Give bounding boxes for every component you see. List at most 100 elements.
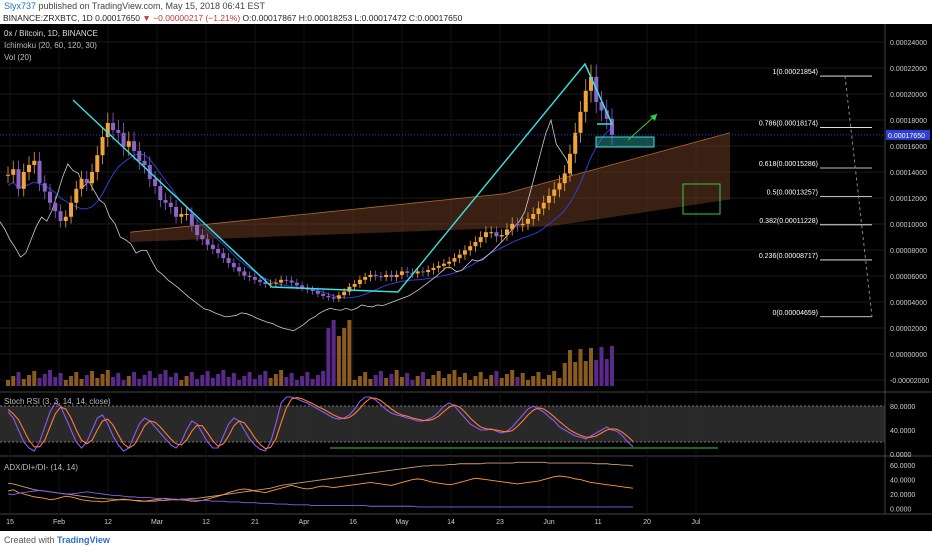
volume-bar — [132, 372, 137, 386]
volume-bar — [357, 376, 362, 386]
candle-body — [378, 276, 383, 278]
adx-line-0 — [7, 461, 634, 502]
candle-body — [279, 279, 284, 283]
volume-bar — [179, 380, 184, 386]
volume-bar — [100, 374, 105, 386]
candle-body — [63, 216, 68, 221]
chikou-line — [0, 118, 573, 332]
volume-bar — [541, 379, 546, 386]
volume-bar — [452, 370, 457, 386]
volume-bar — [536, 372, 541, 386]
volume-bar — [468, 380, 473, 386]
volume-bar — [394, 370, 399, 386]
volume-bar — [300, 376, 305, 386]
volume-bar — [174, 373, 179, 386]
volume-bar — [473, 376, 478, 386]
volume-bar — [378, 371, 383, 386]
volume-bar — [604, 359, 609, 386]
price-tick: 0.00024000 — [890, 40, 927, 47]
volume-bar — [583, 361, 588, 386]
price-tick: 0.00000000 — [890, 352, 927, 359]
legend: 0x / Bitcoin, 1D, BINANCE Ichimoku (20, … — [4, 29, 111, 472]
volume-bar — [373, 375, 378, 386]
volume-bar — [258, 375, 263, 386]
volume-bar — [163, 370, 168, 386]
candle-body — [53, 202, 58, 212]
fib-label: 0.382(0.00011228) — [759, 218, 818, 225]
candle-body — [69, 202, 74, 217]
ichimoku-cloud — [129, 132, 731, 242]
volume-bar — [399, 377, 404, 386]
candle-body — [289, 280, 294, 283]
volume-bar — [16, 372, 21, 386]
volume-bar — [95, 378, 100, 386]
volume-bar — [111, 377, 116, 386]
candle-body — [252, 277, 257, 280]
volume-bar — [310, 379, 315, 386]
candle-body — [189, 214, 194, 226]
tradingview-logo[interactable]: TradingView — [57, 535, 110, 545]
candle-body — [468, 246, 473, 251]
candle-body — [153, 179, 158, 186]
adx-line-2 — [7, 489, 634, 508]
volume-bar — [137, 379, 142, 386]
legend-ichimoku: Ichimoku (20, 60, 120, 30) — [4, 41, 97, 50]
candle-body — [142, 160, 147, 165]
candle-body — [221, 253, 226, 259]
candle-body — [336, 295, 341, 299]
last-price: 0.00017650 — [95, 13, 141, 23]
candle-body — [74, 188, 79, 203]
volume-bar — [531, 376, 536, 386]
candle-body — [210, 244, 215, 249]
volume-bar — [58, 373, 63, 386]
candle-body — [205, 239, 210, 245]
volume-bar — [37, 378, 42, 386]
legend-title: 0x / Bitcoin, 1D, BINANCE — [4, 29, 98, 38]
stoch-band — [0, 406, 885, 442]
breakout-arrow — [627, 113, 658, 141]
volume-bar — [347, 320, 352, 386]
candle-body — [326, 295, 331, 298]
candle-body — [226, 258, 231, 263]
price-tick: -0.00002000 — [890, 378, 929, 385]
volume-bar — [153, 378, 158, 386]
candle-body — [168, 202, 173, 207]
volume-bar — [21, 379, 26, 386]
price-tick: 0.00012000 — [890, 196, 927, 203]
volume-bar — [336, 336, 341, 386]
candle-body — [16, 169, 21, 189]
candle-body — [431, 267, 436, 270]
time-tick: Mar — [151, 519, 164, 526]
time-tick: Jun — [543, 519, 554, 526]
candle-body — [42, 183, 47, 192]
volume-bar — [279, 370, 284, 386]
volume-bar — [305, 372, 310, 386]
candle-body — [557, 183, 562, 190]
volume-bar — [326, 328, 331, 386]
chart-canvas[interactable]: 1(0.00021854) 0.786(0.00018174) 0.618(0.00… — [0, 24, 932, 531]
candle-body — [95, 155, 100, 172]
candle-body — [510, 223, 515, 230]
candle-body — [163, 200, 168, 203]
time-tick: Feb — [53, 519, 65, 526]
candle-body — [462, 250, 467, 255]
candle-body — [525, 218, 530, 224]
candle-body — [126, 141, 131, 147]
legend-stoch: Stoch RSI (3, 3, 14, 14, close) — [4, 397, 111, 406]
candle-body — [273, 282, 278, 284]
candle-body — [342, 291, 347, 296]
volume-bar — [294, 380, 299, 386]
candle-body — [573, 132, 578, 154]
volume-bar — [210, 378, 215, 386]
volume-bar — [6, 380, 10, 386]
author-link[interactable]: Slyx737 — [4, 1, 37, 11]
candle-body — [384, 274, 389, 277]
adx-tick: 0.0000 — [890, 506, 912, 513]
candle-body — [541, 202, 546, 209]
stoch-tick: 80.0000 — [890, 404, 915, 411]
time-tick: 20 — [643, 519, 651, 526]
candle-body — [184, 214, 189, 215]
candle-body — [426, 270, 431, 273]
last-price-label: 0.00017650 — [888, 133, 925, 140]
time-tick: 12 — [202, 519, 210, 526]
